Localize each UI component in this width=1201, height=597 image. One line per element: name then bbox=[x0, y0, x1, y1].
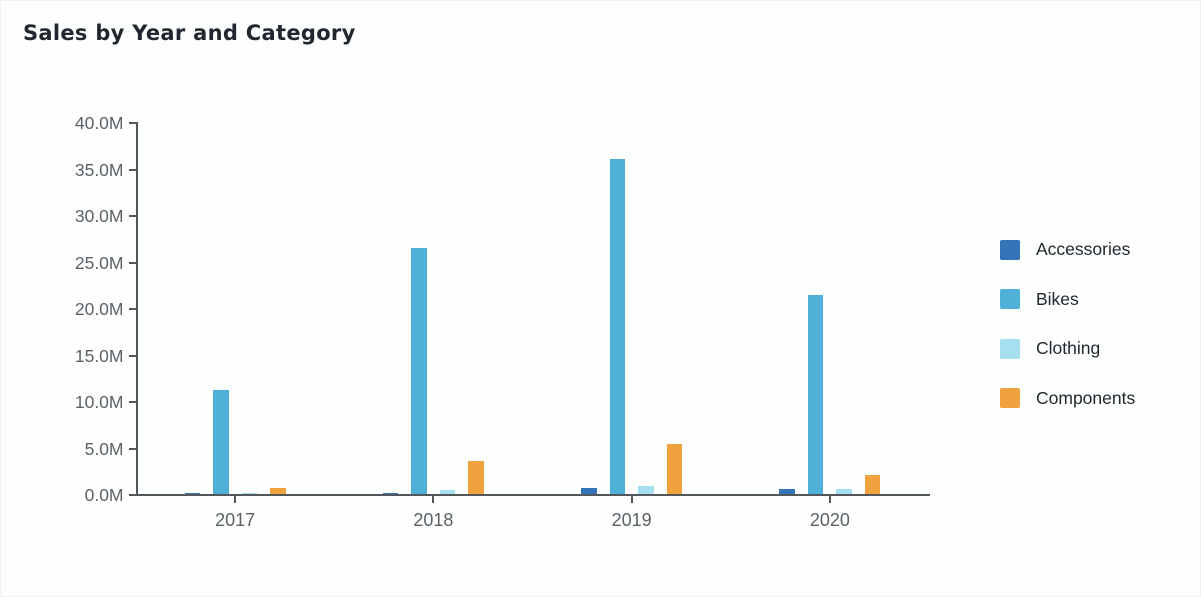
legend-label: Components bbox=[1036, 387, 1136, 408]
bar-components-2019[interactable] bbox=[666, 443, 683, 494]
legend-item-clothing[interactable]: Clothing bbox=[1000, 338, 1100, 359]
bar-clothing-2020[interactable] bbox=[836, 488, 852, 494]
bar-clothing-2017[interactable] bbox=[241, 493, 258, 494]
legend-swatch-icon bbox=[1000, 289, 1020, 309]
y-axis-tick bbox=[128, 215, 136, 217]
x-axis-tick-label: 2017 bbox=[215, 510, 256, 530]
y-axis-tick-label: 20.0M bbox=[74, 299, 124, 319]
legend-swatch-icon bbox=[1000, 388, 1020, 408]
bar-accessories-2019[interactable] bbox=[581, 487, 597, 494]
y-axis-tick bbox=[128, 261, 136, 264]
y-axis-tick bbox=[128, 494, 136, 496]
bar-bikes-2019[interactable] bbox=[609, 159, 626, 494]
bar-bikes-2017[interactable] bbox=[213, 389, 229, 494]
legend-swatch-icon bbox=[1000, 239, 1020, 260]
chart-title: Sales by Year and Category bbox=[23, 21, 356, 45]
y-axis-tick-label: 35.0M bbox=[74, 159, 124, 180]
bar-components-2020[interactable] bbox=[864, 475, 881, 494]
y-axis-tick bbox=[128, 354, 136, 357]
x-axis-tick-label: 2020 bbox=[809, 510, 850, 530]
bar-components-2017[interactable] bbox=[270, 488, 286, 494]
y-axis-tick-label: 15.0M bbox=[74, 345, 124, 366]
bar-accessories-2020[interactable] bbox=[779, 489, 795, 494]
y-axis-tick-label: 40.0M bbox=[74, 113, 124, 133]
y-axis-tick bbox=[128, 122, 136, 124]
legend-label: Bikes bbox=[1036, 288, 1079, 309]
y-axis-tick bbox=[128, 168, 136, 171]
bar-clothing-2018[interactable] bbox=[439, 489, 456, 494]
bar-accessories-2017[interactable] bbox=[184, 493, 201, 494]
x-axis-tick-label: 2018 bbox=[413, 510, 454, 530]
bar-bikes-2018[interactable] bbox=[411, 247, 427, 494]
x-axis-tick bbox=[630, 496, 633, 503]
y-axis-tick bbox=[128, 308, 136, 310]
y-axis-tick-label: 0.0M bbox=[84, 485, 124, 505]
x-axis-tick bbox=[432, 496, 435, 503]
y-axis-tick bbox=[128, 447, 136, 450]
x-axis-tick-label: 2019 bbox=[611, 510, 652, 530]
x-axis-line bbox=[135, 494, 930, 496]
bar-components-2018[interactable] bbox=[468, 460, 484, 494]
legend-item-components[interactable]: Components bbox=[1000, 388, 1135, 409]
bar-bikes-2020[interactable] bbox=[807, 294, 824, 494]
y-axis-line bbox=[135, 122, 138, 496]
y-axis-tick bbox=[128, 401, 136, 403]
legend-label: Clothing bbox=[1036, 338, 1101, 358]
y-axis-tick-label: 30.0M bbox=[74, 206, 124, 226]
legend-item-accessories[interactable]: Accessories bbox=[1000, 239, 1130, 260]
bar-clothing-2019[interactable] bbox=[638, 485, 654, 494]
legend-item-bikes[interactable]: Bikes bbox=[1000, 289, 1079, 310]
bar-accessories-2018[interactable] bbox=[382, 492, 399, 494]
x-axis-tick bbox=[234, 496, 237, 503]
y-axis-tick-label: 5.0M bbox=[84, 438, 124, 459]
x-axis-tick bbox=[828, 496, 831, 503]
y-axis-tick-label: 10.0M bbox=[74, 392, 124, 412]
y-axis-tick-label: 25.0M bbox=[74, 252, 124, 273]
legend-swatch-icon bbox=[1000, 338, 1020, 359]
legend-label: Accessories bbox=[1036, 239, 1131, 259]
